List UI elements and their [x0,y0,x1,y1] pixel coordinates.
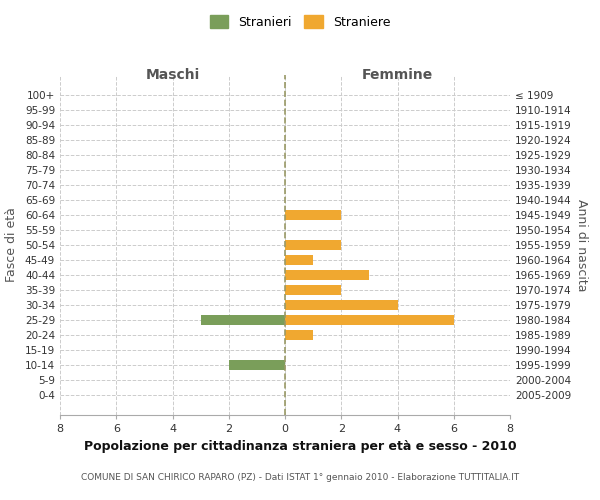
Legend: Stranieri, Straniere: Stranieri, Straniere [206,11,394,32]
Bar [229,360,285,370]
Bar [285,270,370,280]
Text: Femmine: Femmine [362,68,433,82]
Y-axis label: Anni di nascita: Anni di nascita [575,198,588,291]
Bar [285,285,341,295]
Text: COMUNE DI SAN CHIRICO RAPARO (PZ) - Dati ISTAT 1° gennaio 2010 - Elaborazione TU: COMUNE DI SAN CHIRICO RAPARO (PZ) - Dati… [81,473,519,482]
Text: Popolazione per cittadinanza straniera per età e sesso - 2010: Popolazione per cittadinanza straniera p… [83,440,517,453]
Text: Maschi: Maschi [145,68,200,82]
Y-axis label: Fasce di età: Fasce di età [5,208,18,282]
Bar [285,255,313,265]
Bar [285,210,341,220]
Bar [285,315,454,324]
Bar [285,330,313,340]
Bar [200,315,285,324]
Bar [285,240,341,250]
Bar [285,300,398,310]
